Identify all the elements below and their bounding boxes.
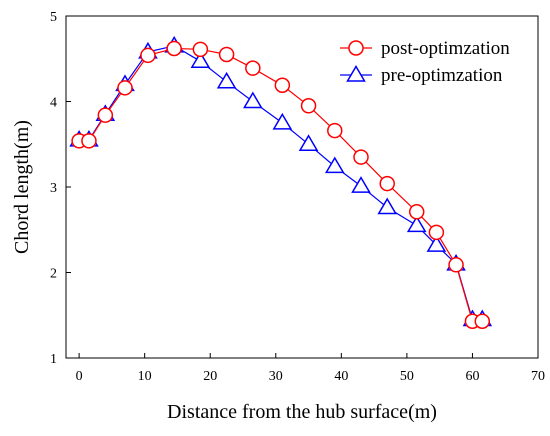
data-point-post-optimzation	[428, 224, 445, 241]
y-axis-title: Chord length(m)	[11, 120, 33, 254]
legend-label-post-optimzation: post-optimzation	[381, 38, 510, 59]
data-point-post-optimzation	[140, 47, 156, 64]
legend-marker-pre-optimzation	[346, 65, 366, 82]
y-tick-label: 1	[50, 352, 57, 367]
data-point-pre-optimzation	[406, 215, 427, 233]
x-tick-label: 70	[531, 369, 545, 384]
y-tick-label: 5	[50, 10, 57, 25]
x-tick-label: 10	[138, 369, 152, 384]
data-point-post-optimzation	[274, 77, 291, 94]
data-point-pre-optimzation	[272, 112, 293, 130]
axis-ticks: 0 10 20 30 40 50 60 70 1 2 3 4 5	[50, 10, 545, 384]
y-tick-label: 3	[50, 181, 57, 196]
data-point-post-optimzation	[166, 40, 182, 57]
x-tick-label: 40	[334, 369, 348, 384]
series-post-optimzation	[71, 40, 491, 329]
x-tick-label: 0	[76, 369, 83, 384]
data-point-post-optimzation	[81, 133, 97, 149]
legend-label-pre-optimzation: pre-optimzation	[381, 65, 503, 86]
data-point-pre-optimzation	[298, 134, 319, 151]
data-point-post-optimzation	[97, 107, 114, 123]
data-point-pre-optimzation	[324, 156, 345, 174]
data-point-post-optimzation	[300, 98, 317, 114]
data-point-pre-optimzation	[351, 176, 371, 193]
data-point-post-optimzation	[245, 60, 261, 76]
data-point-post-optimzation	[379, 175, 395, 192]
series-layer	[69, 35, 493, 329]
x-tick-label: 60	[465, 369, 479, 384]
y-tick-label: 4	[50, 96, 57, 111]
legend: post-optimzation pre-optimzation	[340, 38, 510, 86]
data-point-post-optimzation	[327, 122, 343, 139]
data-point-post-optimzation	[192, 41, 209, 58]
data-point-pre-optimzation	[377, 197, 398, 215]
data-point-pre-optimzation	[426, 235, 447, 252]
data-point-post-optimzation	[448, 257, 464, 273]
data-point-pre-optimzation	[216, 71, 237, 89]
legend-item-post-optimzation: post-optimzation	[340, 38, 510, 59]
data-point-post-optimzation	[218, 46, 235, 63]
legend-marker-post-optimzation	[348, 40, 364, 56]
x-tick-label: 20	[203, 369, 217, 384]
data-point-post-optimzation	[474, 313, 491, 329]
data-point-pre-optimzation	[243, 91, 263, 109]
data-point-post-optimzation	[353, 149, 369, 165]
data-point-post-optimzation	[117, 80, 133, 96]
x-tick-label: 50	[400, 369, 414, 384]
x-axis-title: Distance from the hub surface(m)	[167, 401, 437, 423]
data-point-post-optimzation	[408, 204, 425, 220]
data-point-pre-optimzation	[190, 51, 211, 69]
y-tick-label: 2	[50, 267, 57, 282]
x-tick-label: 30	[269, 369, 283, 384]
legend-item-pre-optimzation: pre-optimzation	[340, 65, 503, 86]
